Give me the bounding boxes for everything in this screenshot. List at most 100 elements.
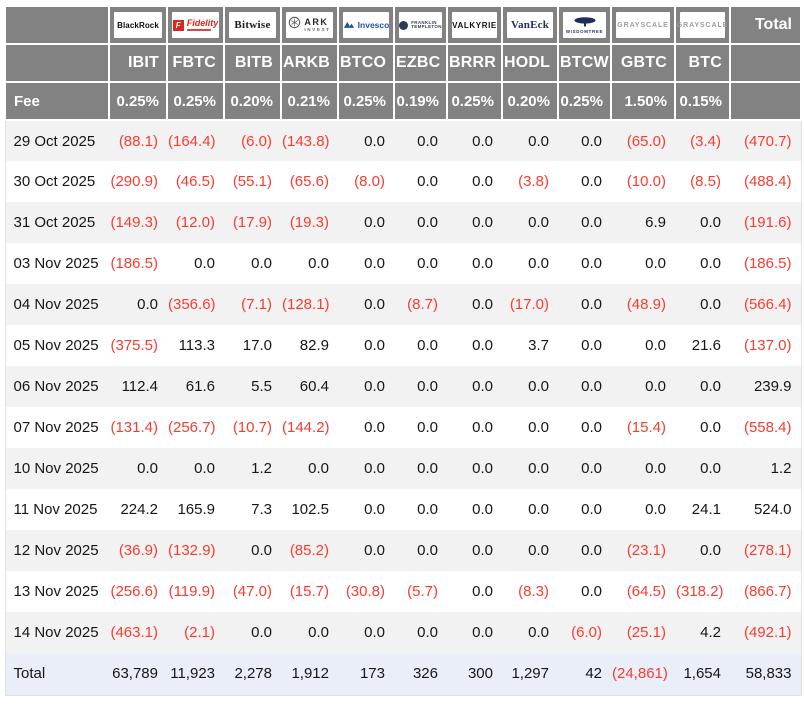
flow-value-cell: 0.0 [502,366,558,407]
flow-value-cell: (356.6) [167,284,224,325]
fee-row-label: Fee [4,81,110,121]
flow-value-cell: 0.0 [338,489,394,530]
fee-header-row: Fee 0.25% 0.25% 0.20% 0.21% 0.25% 0.19% 0.25% 0.… [4,81,802,121]
table-body: 29 Oct 2025 (88.1) (164.4) (6.0) (143.8) 0.0 0… [4,120,802,696]
flow-value-cell: (55.1) [224,161,281,202]
flow-value-cell: 0.0 [338,325,394,366]
blackrock-logo-text: BlackRock [117,20,159,30]
flow-value-cell: 0.0 [224,243,281,284]
flow-value-cell: 0.0 [558,448,611,489]
flow-value-cell: 0.0 [675,243,730,284]
flow-value-cell: 0.0 [558,202,611,243]
fee-total-empty-cell [729,81,802,121]
flow-value-cell: (88.1) [109,120,167,161]
ticker-label: BRRR [446,43,503,83]
flow-row: 31 Oct 2025 (149.3) (12.0) (17.9) (19.3) 0.0 0… [4,202,802,243]
flow-value-cell: (3.4) [675,120,730,161]
fidelity-logo-text: Fidelity [186,18,219,28]
flow-value-cell: (15.4) [611,407,675,448]
flow-value-cell: 0.0 [447,489,502,530]
column-total-cell: 63,789 [109,653,167,696]
flow-value-cell: 0.0 [558,571,611,612]
grayscale-logo: GRAYSCALE [676,12,729,38]
row-total-cell: (278.1) [730,530,802,571]
vaneck-logo-text: VanEck [510,19,550,31]
column-total-cell: 300 [447,653,502,696]
flow-value-cell: 0.0 [558,243,611,284]
row-total-cell: (566.4) [730,284,802,325]
flow-value-cell: (6.0) [224,120,281,161]
flow-value-cell: (186.5) [109,243,167,284]
flow-value-cell: (375.5) [109,325,167,366]
ticker-header-row: IBIT FBTC BITB ARKB BTCO EZBC BRRR HODL BTCW GBTC… [4,43,802,83]
flow-value-cell: (143.8) [281,120,338,161]
flow-row: 06 Nov 2025 112.4 61.6 5.5 60.4 0.0 0.0 0.0 0.0 0… [4,366,802,407]
provider-logo-cell: FRANKLIN TEMPLETON [393,5,448,45]
flow-value-cell: 0.0 [502,489,558,530]
ticker-label: BTCO [337,43,395,83]
flow-value-cell: (2.1) [167,612,224,653]
ticker-total-empty-cell [729,43,802,83]
row-total-cell: (191.6) [730,202,802,243]
flow-row: 30 Oct 2025 (290.9) (46.5) (55.1) (65.6) (8.0… [4,161,802,202]
grayscale-logo-text: GRAYSCALE [676,21,729,29]
flow-value-cell: 0.0 [447,243,502,284]
flow-value-cell: 0.0 [338,120,394,161]
flow-value-cell: 0.0 [394,366,447,407]
fidelity-tagline-bar [186,29,211,31]
fee-value: 0.25% [557,81,612,121]
column-total-cell: 42 [558,653,611,696]
fee-value: 1.50% [610,81,676,121]
date-cell: 06 Nov 2025 [4,366,109,407]
flow-value-cell: 0.0 [338,284,394,325]
wisdomtree-wordmark: WISDOMTREE [566,16,603,34]
flow-value-cell: 0.0 [394,243,447,284]
flow-value-cell: (25.1) [611,612,675,653]
flow-value-cell: 0.0 [502,120,558,161]
flow-value-cell: (6.0) [558,612,611,653]
row-total-cell: 239.9 [730,366,802,407]
flow-value-cell: 0.0 [394,120,447,161]
flow-value-cell: 0.0 [447,448,502,489]
ticker-label: BTC [674,43,731,83]
grayscale-logo: GRAYSCALE [616,12,670,38]
provider-logo-cell: Invesco [337,5,395,45]
fee-value: 0.25% [337,81,395,121]
flow-value-cell: 3.7 [502,325,558,366]
flow-value-cell: (17.0) [502,284,558,325]
fee-value: 0.19% [393,81,448,121]
row-total-cell: (492.1) [730,612,802,653]
flow-value-cell: (17.9) [224,202,281,243]
flow-value-cell: 0.0 [338,530,394,571]
flow-row: 03 Nov 2025 (186.5) 0.0 0.0 0.0 0.0 0.0 0.0 0.0 0… [4,243,802,284]
flow-value-cell: (256.6) [109,571,167,612]
ticker-label: IBIT [108,43,168,83]
flow-value-cell: 17.0 [224,325,281,366]
flow-value-cell: (12.0) [167,202,224,243]
grayscale-logo-text: GRAYSCALE [617,21,669,29]
flow-value-cell: 0.0 [447,530,502,571]
flow-value-cell: 5.5 [224,366,281,407]
flow-value-cell: (119.9) [167,571,224,612]
flow-value-cell: 165.9 [167,489,224,530]
flow-value-cell: (8.5) [675,161,730,202]
flow-value-cell: 21.6 [675,325,730,366]
invesco-peaks-icon [343,20,355,31]
flow-value-cell: 0.0 [394,407,447,448]
flow-value-cell: 0.0 [447,202,502,243]
flow-value-cell: 224.2 [109,489,167,530]
flow-row: 29 Oct 2025 (88.1) (164.4) (6.0) (143.8) 0.0 0… [4,120,802,161]
provider-logo-cell: F Fidelity [166,5,225,45]
flow-value-cell: (128.1) [281,284,338,325]
vaneck-logo: VanEck [507,12,553,38]
flow-value-cell: 0.0 [611,243,675,284]
flow-value-cell: 0.0 [338,243,394,284]
date-cell: 29 Oct 2025 [4,120,109,161]
flow-value-cell: (10.7) [224,407,281,448]
total-row: Total 63,789 11,923 2,278 1,912 173 326 300 1,29… [4,653,802,696]
fidelity-wordmark: Fidelity [186,18,219,31]
flow-value-cell: 102.5 [281,489,338,530]
flow-value-cell: 6.9 [611,202,675,243]
flow-value-cell: 0.0 [281,243,338,284]
flow-value-cell: 0.0 [394,612,447,653]
